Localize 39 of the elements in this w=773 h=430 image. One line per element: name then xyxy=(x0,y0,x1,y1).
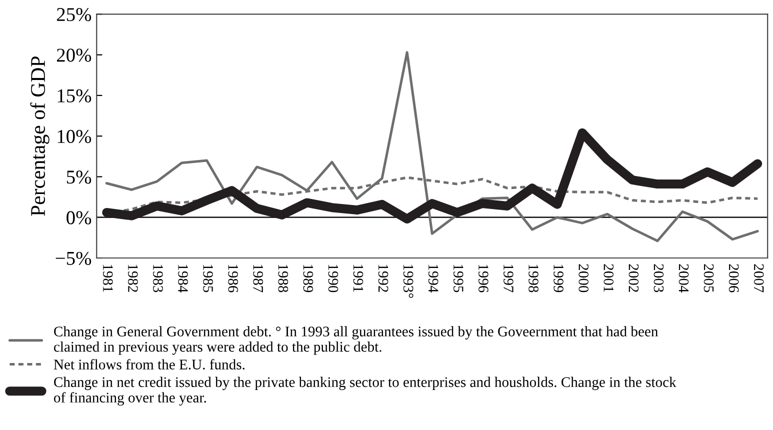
legend-label: Change in net credit issued by the private banking sector to enterprises and housholds. Change in the stock of financing over the year. xyxy=(54,376,676,406)
line-series xyxy=(105,51,759,242)
x-tick-label: 1993° xyxy=(403,264,414,298)
x-tick-label: 1998 xyxy=(528,264,538,292)
x-tick-label: 2004 xyxy=(678,264,689,292)
x-tick-label: 1996 xyxy=(478,264,488,292)
x-tick-label: 1995 xyxy=(453,264,464,292)
y-tick-label: −5% xyxy=(56,252,92,265)
y-tick-label: 10% xyxy=(58,130,92,144)
x-tick-label: 2003 xyxy=(654,264,664,292)
x-tick-label: 2006 xyxy=(728,264,739,292)
x-tick-label: 1986 xyxy=(228,264,238,292)
x-tick-label: 1984 xyxy=(178,264,188,292)
x-tick-label: 1983 xyxy=(153,264,163,292)
y-axis-title: Percentage of GDP xyxy=(30,56,50,216)
x-tick-label: 1997 xyxy=(504,264,514,292)
x-tick-label: 2007 xyxy=(754,264,764,292)
x-tick-label: 2000 xyxy=(578,264,589,292)
x-tick-label: 1999 xyxy=(554,264,564,292)
x-tick-label: 1990 xyxy=(328,264,338,292)
y-tick-label: 20% xyxy=(56,48,92,62)
y-tick-label: 5% xyxy=(66,170,92,184)
legend-label: Net inflows from the E.U. funds. xyxy=(54,359,244,370)
x-tick-label: 1981 xyxy=(102,264,113,292)
x-tick-label: 1994 xyxy=(428,264,438,292)
x-tick-label: 2002 xyxy=(628,264,639,292)
x-tick-label: 1991 xyxy=(353,264,364,292)
y-tick-label: 25% xyxy=(56,8,92,22)
x-tick-label: 1992 xyxy=(378,264,388,292)
y-tick-label: 0% xyxy=(66,211,92,224)
y-tick-label: 15% xyxy=(58,89,92,102)
x-tick-label: 1988 xyxy=(278,264,288,292)
x-tick-label: 1989 xyxy=(303,264,314,292)
legend-label: Change in General Government debt. ° In 1993 all guarantees issued by the Goveernment that had been claimed in previous years were added to the public debt. xyxy=(54,326,658,355)
x-tick-label: 1987 xyxy=(253,264,264,292)
x-tick-label: 2005 xyxy=(704,264,714,292)
x-tick-label: 1982 xyxy=(128,264,138,292)
x-tick-label: 1985 xyxy=(203,264,213,292)
x-tick-label: 2001 xyxy=(604,264,614,292)
